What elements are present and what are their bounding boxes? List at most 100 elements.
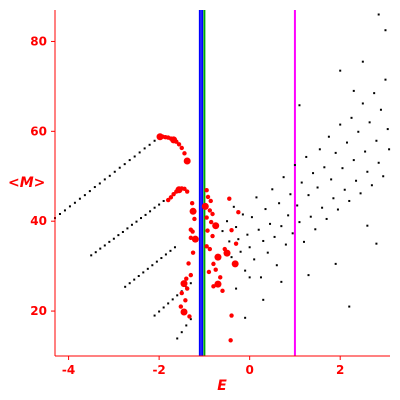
data-point [382,175,385,178]
data-point [377,13,380,16]
data-point [318,148,321,151]
data-point [348,199,351,202]
data-point [282,176,285,179]
data-point [183,157,191,165]
data-point [153,139,156,142]
data-point [143,147,146,150]
data-point [211,261,216,267]
data-point [332,197,335,200]
data-point [130,223,133,226]
data-point [278,202,281,205]
data-point [327,135,330,138]
data-point [375,242,378,245]
data-point [205,228,210,233]
data-point [190,250,196,255]
data-point [78,197,81,200]
data-point [253,258,256,261]
data-point [273,235,276,238]
data-point [373,92,376,95]
data-point [214,280,222,288]
data-point [244,269,247,272]
data-point [140,217,143,220]
data-point [221,230,224,233]
data-point [361,60,364,63]
data-point [176,142,182,147]
x-tick-label: 2 [336,363,344,377]
data-point [244,316,247,319]
data-point [298,104,301,107]
data-point [190,229,195,234]
data-point [214,253,222,261]
x-tick-label: -4 [62,363,75,377]
data-point [213,267,218,272]
data-point [184,189,190,194]
data-point [151,264,154,267]
data-point [289,193,292,196]
data-point [98,182,101,185]
data-point [228,338,233,343]
data-point [121,230,124,233]
data-point [269,222,272,225]
data-point [314,228,317,231]
data-point [63,209,66,212]
data-point [262,239,265,242]
data-point [250,216,253,219]
data-point [94,251,97,254]
data-point [189,282,192,285]
data-point [208,198,213,204]
x-tick-label: 0 [245,363,253,377]
data-point [164,253,167,256]
data-point [212,222,220,230]
data-point [229,313,234,318]
data-point [176,337,179,340]
data-point [173,246,176,249]
data-point [180,280,188,288]
data-point [182,151,187,156]
data-point [316,186,319,189]
data-point [232,205,235,208]
data-point [341,167,344,170]
data-point [128,159,131,162]
data-point [339,69,342,72]
data-point [103,178,106,181]
data-point [357,130,360,133]
y-tick-label: 80 [30,34,47,48]
data-point [210,233,215,239]
data-point [207,246,213,252]
data-point [366,224,369,227]
data-point [228,240,231,243]
data-point [204,244,209,249]
data-point [73,201,76,204]
data-point [191,235,199,243]
data-point [239,250,242,253]
data-point [153,206,156,209]
data-point [189,318,192,321]
data-point [352,89,355,92]
data-point [146,267,149,270]
data-point [179,145,184,151]
data-point [343,188,346,191]
data-point [176,294,179,297]
data-point [153,314,156,317]
data-point [305,155,308,158]
y-axis-title: <M> [8,175,45,191]
data-point [302,240,305,243]
data-point [126,227,129,230]
data-point [255,196,258,199]
data-point [248,276,251,279]
data-point [117,234,120,237]
data-point [133,155,136,158]
data-point [334,262,337,265]
data-point [138,151,141,154]
data-point [185,324,188,327]
data-point [204,187,209,193]
data-point [229,227,234,233]
data-point [206,269,212,275]
vertical-lines [198,10,296,356]
data-point [207,208,213,213]
data-point [149,210,152,213]
data-point [137,275,140,278]
data-point [93,186,96,189]
data-point [223,249,231,257]
data-point [158,203,161,206]
